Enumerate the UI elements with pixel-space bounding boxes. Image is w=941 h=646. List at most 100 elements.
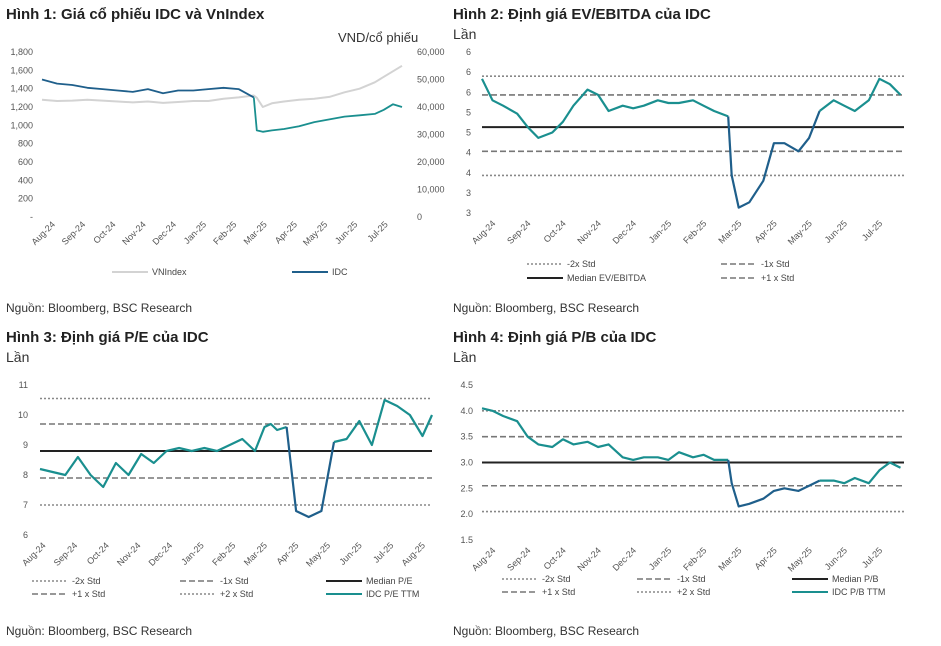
figure-3-title: Hình 3: Định giá P/E của IDC	[6, 329, 209, 346]
fig1-left-y-tick-label: -	[30, 212, 33, 222]
fig1-right-y-tick-label: 60,000	[417, 47, 445, 57]
figure-2-title: Hình 2: Định giá EV/EBITDA của IDC	[453, 6, 711, 23]
fig1-right-y-tick-label: 20,000	[417, 157, 445, 167]
fig2-x-tick-label: Sep-24	[505, 218, 533, 246]
fig2-x-tick-label: May-25	[786, 218, 814, 246]
fig4-y-tick-label: 3.5	[460, 432, 473, 442]
fig3-x-tick-label: Jul-25	[371, 540, 395, 564]
fig1-left-y-tick-label: 400	[18, 175, 33, 185]
fig3-x-tick-label: May-25	[304, 540, 332, 568]
fig1-left-y-tick-label: 600	[18, 157, 33, 167]
figure-1-title: Hình 1: Giá cổ phiếu IDC và VnIndex	[6, 6, 265, 23]
figure-1-right-axis-unit: VND/cổ phiếu	[338, 30, 419, 45]
fig1-legend-vnindex-label: VNIndex	[152, 267, 187, 277]
fig3-x-tick-label: Mar-25	[242, 540, 269, 567]
fig1-x-tick-label: Jun-25	[333, 219, 360, 246]
fig2-x-tick-label: Feb-25	[681, 218, 708, 245]
fig3-x-tick-label: Aug-25	[399, 540, 427, 568]
fig2-ev-ebitda-line-late	[818, 77, 902, 113]
fig3-x-tick-label: Feb-25	[210, 540, 237, 567]
fig4-y-tick-label: 4.0	[460, 406, 473, 416]
fig3-x-tick-label: Sep-24	[52, 540, 80, 568]
fig4-legend-p1std-label: +1 x Std	[542, 587, 575, 597]
fig2-y-tick-label: 4	[466, 148, 471, 158]
fig3-pe-line-dip	[285, 426, 336, 519]
fig4-x-tick-label: Sep-24	[505, 545, 533, 573]
figure-3-chart: 6 7 8 9 10 11 Aug-24 Sep-24 Oct-24 Nov-24 Dec-24 Ja…	[18, 380, 434, 599]
fig1-left-y-tick-label: 800	[18, 139, 33, 149]
fig2-x-tick-label: Nov-24	[575, 218, 603, 246]
figure-2-source: Nguồn: Bloomberg, BSC Research	[453, 301, 640, 315]
figure-1-panel: Hình 1: Giá cổ phiếu IDC và VnIndex VND/…	[0, 0, 470, 323]
fig3-x-tick-label: Aug-24	[20, 540, 48, 568]
fig4-pb-line-dip	[727, 459, 821, 508]
fig2-ev-ebitda-line	[481, 78, 729, 139]
fig4-x-tick-label: Nov-24	[575, 545, 603, 573]
fig2-x-tick-label: Jan-25	[647, 218, 674, 245]
fig2-x-tick-label: Apr-25	[753, 218, 779, 244]
figure-3-unit: Lần	[6, 349, 30, 365]
fig3-y-tick-label: 7	[23, 500, 28, 510]
figure-1-source: Nguồn: Bloomberg, BSC Research	[6, 301, 193, 315]
fig3-legend-m1std-label: -1x Std	[220, 576, 249, 586]
fig3-legend-m2std-label: -2x Std	[72, 576, 101, 586]
figure-4-title: Hình 4: Định giá P/B của IDC	[453, 329, 657, 346]
fig1-left-y-tick-label: 1,800	[10, 47, 33, 57]
fig4-x-tick-label: Jul-25	[860, 545, 884, 569]
fig2-x-tick-label: Mar-25	[716, 218, 743, 245]
fig1-vnindex-line	[41, 64, 403, 108]
fig1-right-y-tick-label: 50,000	[417, 75, 445, 85]
figure-2-chart: 3 3 4 4 5 5 6 6 6 Aug-24 Sep-24 Oct-24 Nov-24 Dec-24 J…	[466, 47, 904, 283]
fig1-left-y-tick-label: 1,400	[10, 84, 33, 94]
fig3-legend-median-label: Median P/E	[366, 576, 413, 586]
fig3-legend-p2std-label: +2 x Std	[220, 589, 253, 599]
fig1-x-tick-label: Apr-25	[273, 219, 299, 245]
fig3-y-tick-label: 10	[18, 410, 28, 420]
fig4-y-tick-label: 2.5	[460, 483, 473, 493]
fig3-x-tick-label: Jan-25	[179, 540, 206, 567]
fig2-x-tick-label: Dec-24	[611, 218, 639, 246]
fig2-y-tick-label: 6	[466, 67, 471, 77]
fig1-x-tick-label: Aug-24	[29, 219, 57, 247]
fig4-x-tick-label: Dec-24	[611, 545, 639, 573]
fig2-x-tick-label: Oct-24	[542, 218, 568, 244]
fig3-y-tick-label: 8	[23, 470, 28, 480]
fig4-x-tick-label: Aug-24	[470, 545, 498, 573]
fig4-y-tick-label: 2.0	[460, 509, 473, 519]
fig4-y-tick-label: 4.5	[460, 380, 473, 390]
fig2-y-tick-label: 6	[466, 47, 471, 57]
fig1-right-y-tick-label: 30,000	[417, 130, 445, 140]
figure-3-panel: Hình 3: Định giá P/E của IDC Lần 6 7 8 9 10 1…	[0, 323, 470, 646]
fig3-legend-pe-label: IDC P/E TTM	[366, 589, 419, 599]
fig4-legend-median-label: Median P/B	[832, 574, 879, 584]
fig4-y-tick-label: 3.0	[460, 458, 473, 468]
fig2-y-tick-label: 5	[466, 107, 471, 117]
fig3-pe-line-late	[333, 398, 434, 447]
figure-4-source: Nguồn: Bloomberg, BSC Research	[453, 624, 640, 638]
figure-3-source: Nguồn: Bloomberg, BSC Research	[6, 624, 193, 638]
figure-1-chart: - 200 400 600 800 1,000 1,200 1,400 1,600 1,800 0 1…	[10, 47, 445, 277]
fig3-x-tick-label: Nov-24	[115, 540, 143, 568]
fig3-x-tick-label: Oct-24	[85, 540, 111, 566]
fig1-x-tick-label: Dec-24	[150, 219, 178, 247]
fig2-y-tick-label: 5	[466, 128, 471, 138]
fig3-x-tick-label: Dec-24	[147, 540, 175, 568]
fig4-x-tick-label: Jun-25	[823, 545, 850, 572]
fig4-legend-p2std-label: +2 x Std	[677, 587, 710, 597]
fig2-x-tick-label: Jul-25	[860, 218, 884, 242]
fig4-x-tick-label: Apr-25	[753, 545, 779, 571]
fig4-pb-line	[481, 407, 729, 461]
fig3-y-tick-label: 6	[23, 530, 28, 540]
fig4-legend-pb-label: IDC P/B TTM	[832, 587, 885, 597]
figure-2-unit: Lần	[453, 26, 477, 42]
figure-4-unit: Lần	[453, 349, 477, 365]
fig1-idc-line	[41, 78, 255, 99]
fig1-right-y-tick-label: 10,000	[417, 185, 445, 195]
fig2-legend-p1std-label: +1 x Std	[761, 273, 794, 283]
fig1-right-y-tick-label: 40,000	[417, 102, 445, 112]
fig2-y-tick-label: 4	[466, 168, 471, 178]
fig1-idc-line-post	[252, 97, 403, 133]
fig2-y-tick-label: 6	[466, 87, 471, 97]
fig3-y-tick-label: 9	[23, 440, 28, 450]
fig2-y-tick-label: 3	[466, 208, 471, 218]
